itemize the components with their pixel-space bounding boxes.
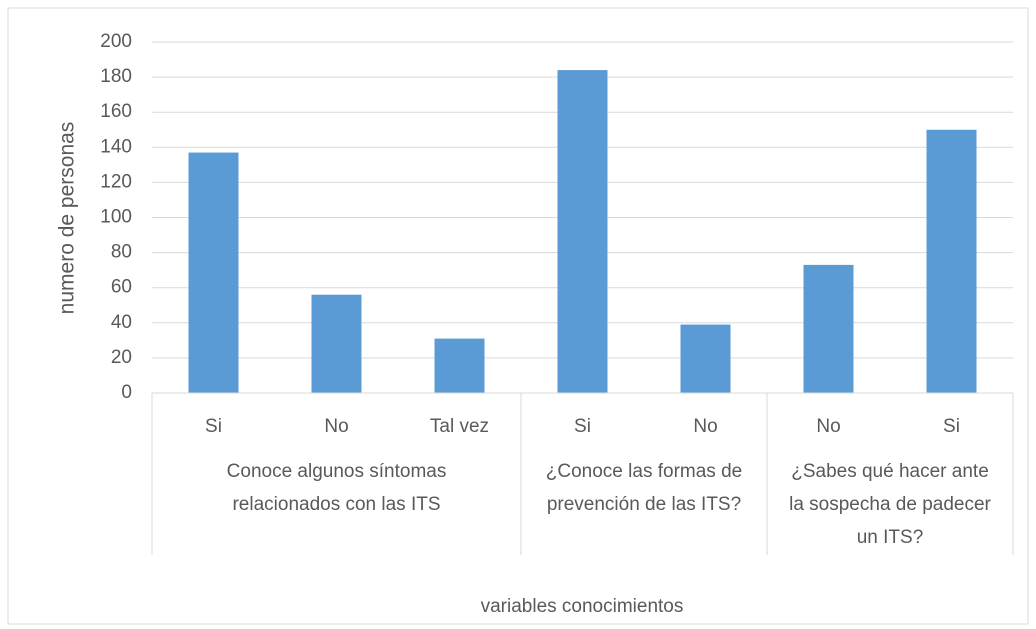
x-tick-label: No	[693, 416, 717, 437]
group-label: la sospecha de padecer	[789, 494, 991, 515]
x-axis-title: variables conocimientos	[481, 596, 684, 617]
chart-border	[7, 7, 1029, 625]
group-label: ¿Sabes qué hacer ante	[791, 461, 989, 482]
group-label: prevención de las ITS?	[547, 494, 741, 515]
y-tick-label: 180	[100, 66, 132, 87]
bar	[803, 264, 854, 393]
bar	[434, 338, 485, 393]
bar	[188, 152, 239, 393]
bar	[926, 129, 977, 393]
y-tick-label: 140	[100, 136, 132, 157]
y-tick-label: 40	[111, 312, 132, 333]
x-tick-label: Si	[943, 416, 960, 437]
x-tick-label: Si	[574, 416, 591, 437]
y-tick-label: 120	[100, 171, 132, 192]
y-tick-label: 100	[100, 207, 132, 228]
bar	[680, 324, 731, 393]
x-tick-label: Si	[205, 416, 222, 437]
x-tick-label: Tal vez	[430, 416, 489, 437]
group-label: un ITS?	[857, 527, 924, 548]
x-tick-label: No	[816, 416, 840, 437]
bar	[557, 70, 608, 393]
y-tick-label: 200	[100, 31, 132, 52]
y-tick-label: 160	[100, 101, 132, 122]
group-label: relacionados con las ITS	[232, 494, 440, 515]
group-label: ¿Conoce las formas de	[546, 461, 742, 482]
bar	[311, 294, 362, 393]
y-tick-label: 60	[111, 277, 132, 298]
y-tick-label: 0	[121, 382, 132, 403]
y-axis-title: numero de personas	[56, 122, 79, 315]
x-tick-label: No	[324, 416, 348, 437]
group-label: Conoce algunos síntomas	[227, 461, 447, 482]
y-tick-label: 80	[111, 242, 132, 263]
y-tick-label: 20	[111, 347, 132, 368]
